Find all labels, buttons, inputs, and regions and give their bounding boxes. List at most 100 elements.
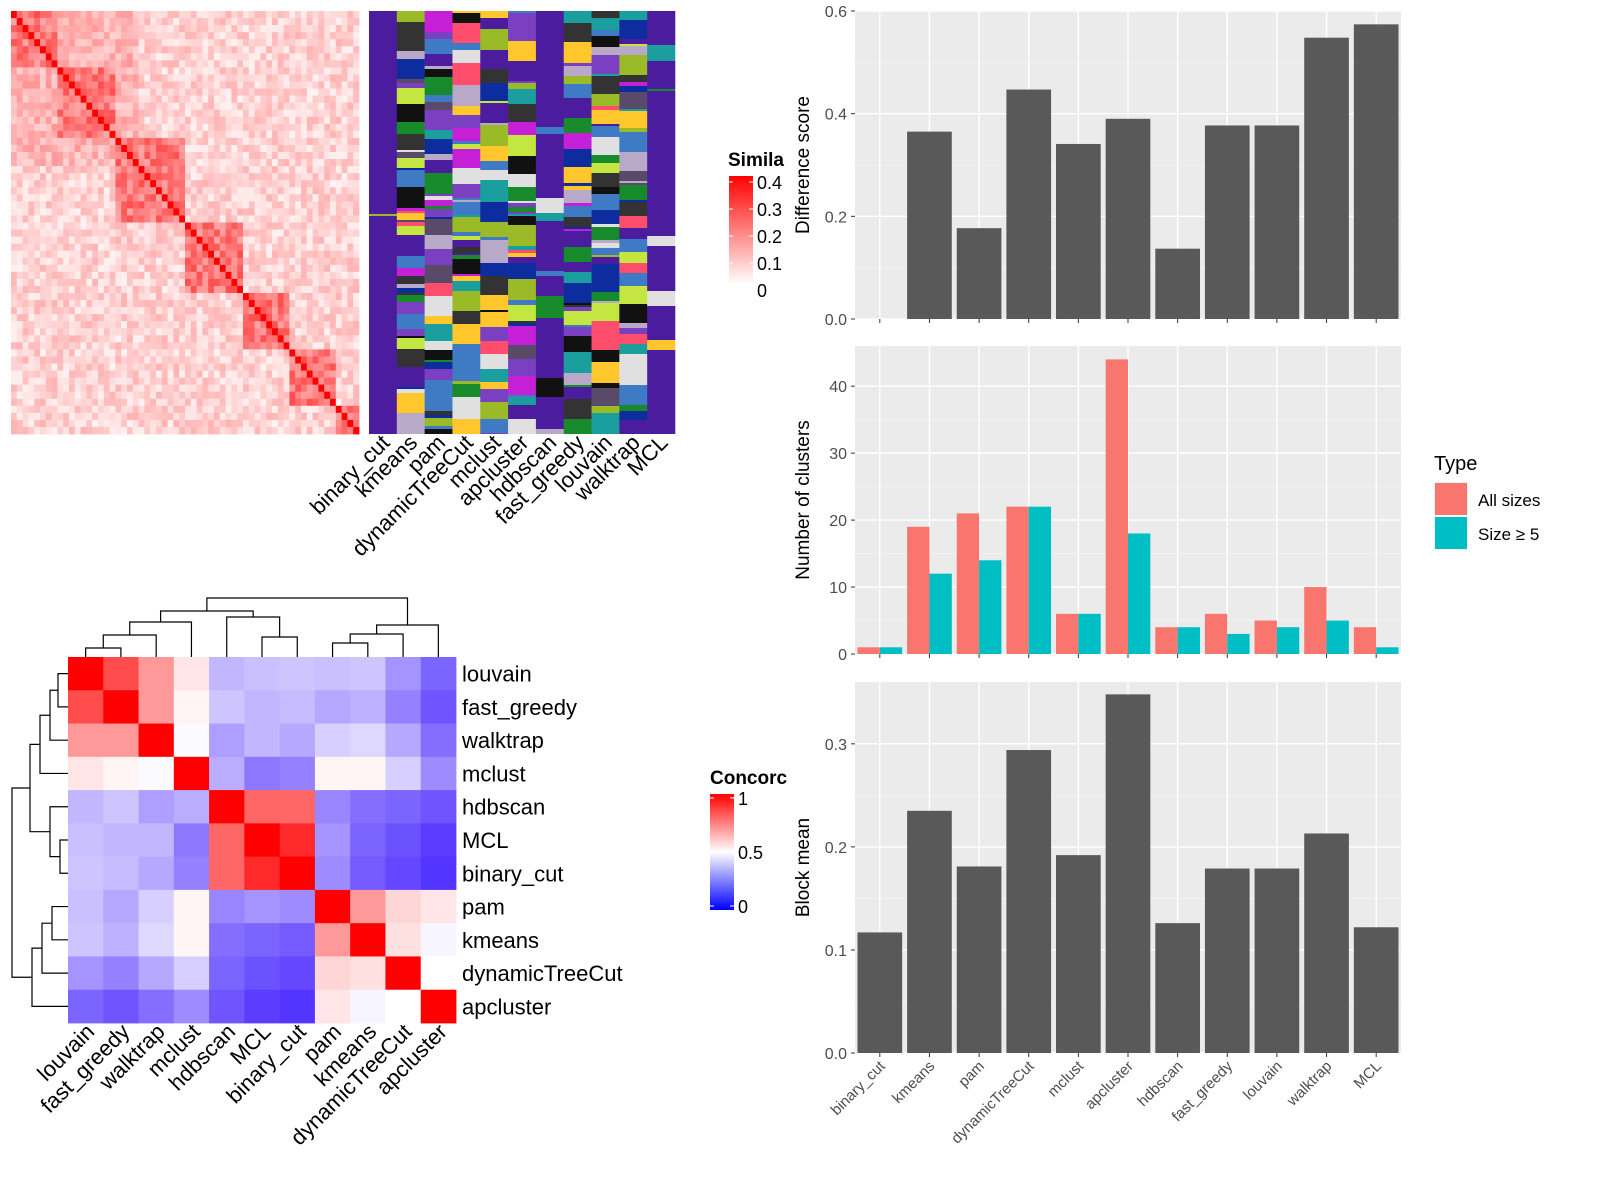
similarity-cell	[69, 363, 76, 371]
similarity-cell	[51, 328, 58, 336]
similarity-cell	[301, 363, 308, 371]
concordance-cell	[350, 823, 386, 858]
similarity-cell	[254, 166, 261, 174]
similarity-cell	[208, 32, 215, 40]
similarity-cell	[243, 363, 250, 371]
similarity-cell	[185, 314, 192, 322]
similarity-cell	[16, 356, 23, 364]
similarity-cell	[34, 356, 41, 364]
similarity-cell	[115, 137, 122, 146]
similarity-cell	[121, 32, 128, 40]
similarity-cell	[335, 215, 342, 223]
cluster-strip-segment	[508, 156, 537, 174]
similarity-cell	[254, 201, 261, 209]
similarity-cell	[156, 426, 163, 435]
similarity-cell	[179, 152, 186, 160]
concordance-cell	[279, 723, 316, 758]
similarity-cell	[63, 67, 70, 75]
similarity-cell	[173, 243, 180, 252]
similarity-cell	[40, 278, 47, 287]
similarity-cell	[353, 342, 360, 350]
similarity-cell	[127, 215, 134, 223]
similarity-cell	[324, 236, 331, 245]
similarity-cell	[92, 144, 99, 153]
similarity-cell	[45, 356, 52, 364]
cluster-strip-segment	[508, 419, 537, 434]
similarity-cell	[45, 88, 52, 96]
similarity-cell	[260, 307, 267, 315]
cluster-strip-segment	[563, 76, 592, 84]
bar	[1177, 627, 1200, 654]
concordance-cell	[68, 690, 104, 724]
similarity-cell	[69, 236, 76, 245]
similarity-cell	[69, 81, 76, 89]
similarity-cell	[202, 166, 209, 174]
similarity-cell	[283, 116, 290, 125]
similarity-cell	[127, 264, 134, 273]
similarity-cell	[16, 194, 23, 202]
similarity-cell	[214, 25, 221, 33]
similarity-cell	[330, 278, 337, 287]
concordance-cell	[68, 723, 104, 758]
similarity-cell	[225, 405, 232, 414]
similarity-cell	[92, 384, 99, 393]
similarity-cell	[34, 180, 41, 188]
similarity-cell	[115, 271, 122, 280]
similarity-cell	[173, 173, 180, 181]
similarity-cell	[330, 314, 337, 322]
similarity-cell	[150, 39, 157, 47]
similarity-cell	[324, 250, 331, 259]
similarity-cell	[51, 377, 58, 386]
similarity-cell	[190, 95, 197, 104]
concordance-cell	[68, 889, 104, 924]
similarity-cell	[74, 46, 81, 54]
similarity-cell	[283, 25, 290, 33]
similarity-cell	[231, 81, 238, 89]
similarity-cell	[74, 159, 81, 167]
similarity-cell	[266, 74, 273, 82]
similarity-cell	[179, 391, 186, 400]
similarity-cell	[22, 293, 29, 301]
similarity-cell	[347, 81, 354, 89]
similarity-cell	[277, 18, 284, 26]
similarity-cell	[63, 39, 70, 47]
similarity-cell	[295, 187, 302, 195]
similarity-cell	[51, 405, 58, 414]
similarity-cell	[301, 236, 308, 245]
similarity-cell	[277, 398, 284, 407]
similarity-cell	[92, 419, 99, 428]
cluster-strip-segment	[591, 47, 620, 55]
similarity-cell	[289, 208, 296, 216]
similarity-cell	[272, 180, 279, 188]
similarity-cell	[324, 278, 331, 287]
similarity-cell	[272, 264, 279, 273]
similarity-cell	[260, 32, 267, 40]
similarity-cell	[144, 46, 151, 54]
similarity-cell	[301, 257, 308, 266]
similarity-cell	[266, 137, 273, 146]
cluster-strip-segment	[480, 402, 509, 419]
concordance-cell	[244, 756, 281, 791]
similarity-cell	[185, 405, 192, 414]
similarity-cell	[173, 412, 180, 421]
similarity-cell	[115, 194, 122, 202]
similarity-cell	[63, 285, 70, 294]
cluster-strip-segment	[563, 262, 592, 272]
similarity-cell	[98, 328, 105, 336]
similarity-cell	[103, 152, 110, 160]
similarity-cell	[266, 356, 273, 364]
similarity-cell	[353, 257, 360, 266]
similarity-cell	[237, 130, 244, 139]
similarity-cell	[225, 229, 232, 237]
similarity-cell	[173, 81, 180, 89]
similarity-cell	[283, 264, 290, 273]
similarity-cell	[260, 60, 267, 68]
similarity-cell	[34, 335, 41, 343]
similarity-cell	[318, 222, 325, 230]
similarity-cell	[150, 18, 157, 26]
similarity-cell	[272, 370, 279, 378]
similarity-cell	[138, 243, 145, 252]
similarity-cell	[92, 370, 99, 378]
similarity-cell	[347, 236, 354, 245]
similarity-cell	[69, 88, 76, 96]
